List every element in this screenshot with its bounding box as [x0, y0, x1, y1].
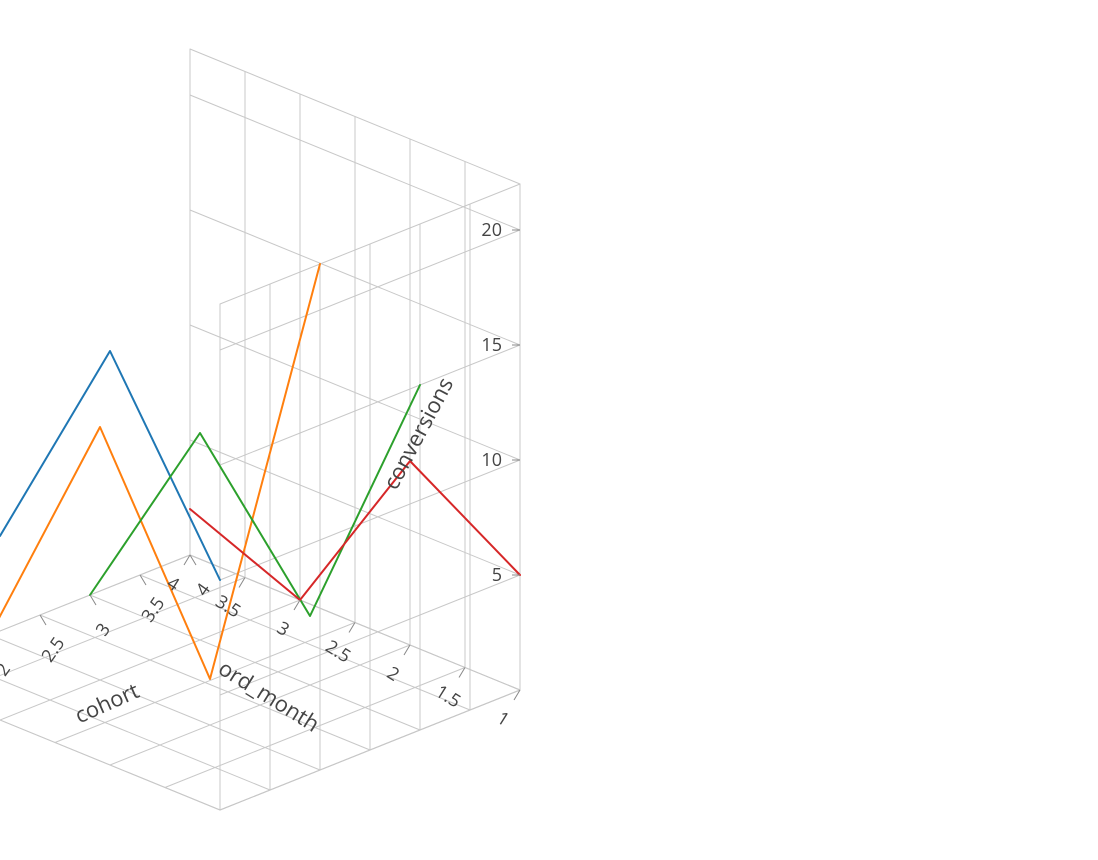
conversions-3d-chart: 11.522.533.5411.522.533.545101520 cohort… [0, 0, 1098, 860]
y-axis-title: ord_month [213, 653, 325, 739]
z-tick-label: 15 [481, 333, 502, 357]
x-tick-label: 2.5 [36, 632, 70, 667]
series-lines [0, 264, 520, 679]
x-tick-label: 2 [0, 658, 16, 680]
z-tick-label: 5 [492, 563, 502, 587]
z-tick-label: 10 [481, 448, 502, 472]
y-tick-label: 2 [382, 661, 403, 687]
y-tick-label: 3 [272, 616, 293, 642]
x-tick-label: 3.5 [136, 592, 170, 627]
z-tick-label: 20 [481, 218, 502, 242]
y-tick-label: 2.5 [321, 635, 355, 669]
y-tick-label: 4 [162, 571, 183, 597]
y-tick-label: 3.5 [211, 590, 245, 624]
axis-titles: cohort ord_month conversions [70, 372, 460, 739]
y-tick-label: 1.5 [431, 680, 465, 714]
y-tick-label: 1 [492, 706, 513, 732]
axis-ticks: 11.522.533.5411.522.533.545101520 [0, 218, 520, 732]
